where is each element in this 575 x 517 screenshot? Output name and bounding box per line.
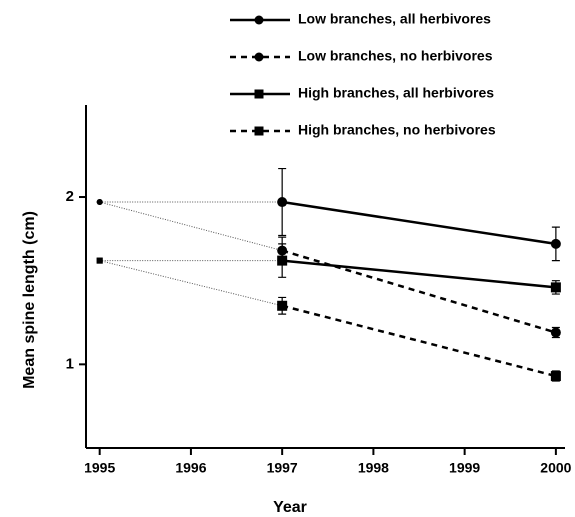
marker — [254, 15, 264, 25]
marker — [254, 126, 264, 136]
legend-label: High branches, all herbivores — [298, 85, 494, 101]
marker — [277, 255, 288, 266]
x-axis-label: Year — [273, 499, 307, 516]
marker — [550, 238, 561, 249]
legend-label: High branches, no herbivores — [298, 122, 496, 138]
x-tick-label: 2000 — [540, 460, 571, 476]
y-axis-label: Mean spine length (cm) — [21, 211, 38, 389]
x-tick-label: 1997 — [267, 460, 298, 476]
marker — [550, 282, 561, 293]
legend-label: Low branches, no herbivores — [298, 48, 493, 64]
x-tick-label: 1996 — [175, 460, 206, 476]
baseline-line — [99, 260, 283, 307]
marker — [550, 327, 561, 338]
x-tick-label: 1999 — [449, 460, 480, 476]
y-tick-label: 1 — [66, 355, 74, 372]
marker — [254, 52, 264, 62]
x-tick-label: 1995 — [84, 460, 115, 476]
y-tick-label: 2 — [66, 188, 74, 205]
marker — [254, 89, 264, 99]
series-line — [281, 200, 557, 246]
baseline-line — [99, 201, 283, 252]
series-line — [281, 249, 557, 334]
marker — [277, 197, 288, 208]
series-line — [282, 259, 556, 289]
legend-label: Low branches, all herbivores — [298, 11, 491, 27]
marker — [550, 371, 561, 382]
marker — [96, 199, 103, 206]
marker — [96, 257, 103, 264]
x-tick-label: 1998 — [358, 460, 389, 476]
series-line — [281, 304, 557, 378]
marker — [277, 300, 288, 311]
